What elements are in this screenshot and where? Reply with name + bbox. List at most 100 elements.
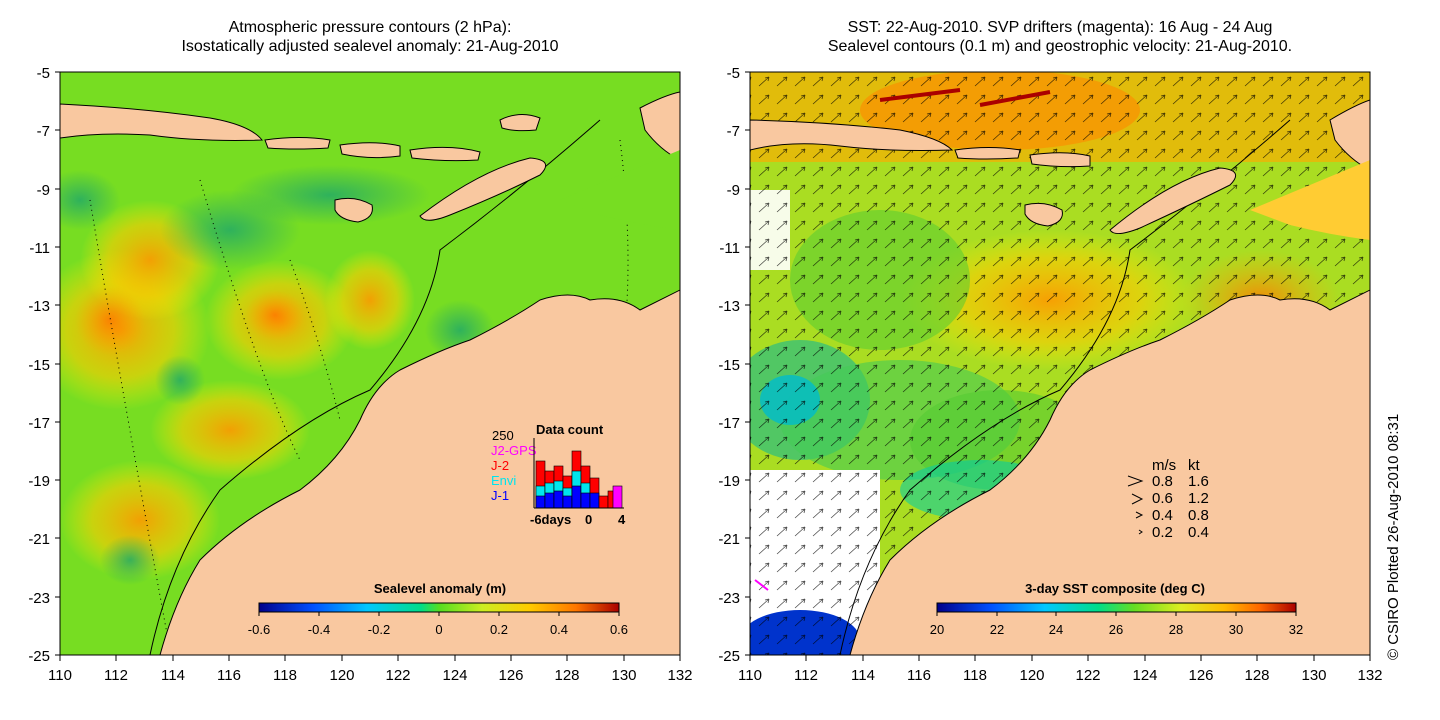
arrow-0-6-icon — [1131, 493, 1144, 505]
velocity-scale-legend: m/s kt 0.8 1.6 0.6 1.2 0.4 0.8 0.2 0.4 — [1127, 457, 1209, 541]
left-lon-tick: 124 — [442, 667, 467, 684]
speed-ms: 0.4 — [1152, 507, 1173, 524]
left-lat-tick: -9 — [37, 182, 50, 199]
left-title-line1: Atmospheric pressure contours (2 hPa): — [228, 19, 512, 36]
right-lat-axis: -5 -7 -9 -11 -13 -15 -17 -19 -21 -23 -25 — [718, 65, 750, 665]
speed-ms: 0.8 — [1152, 473, 1173, 490]
speed-ms: 0.2 — [1152, 524, 1173, 541]
left-lon-tick: 110 — [48, 667, 72, 684]
indonesia-islands — [60, 91, 680, 223]
right-lat-tick: -19 — [718, 473, 740, 490]
left-lat-tick: -21 — [28, 531, 50, 548]
right-lon-tick: 112 — [794, 667, 818, 684]
legend-j-2: J-2 — [491, 458, 509, 473]
arrow-0-4-icon — [1135, 511, 1144, 519]
right-lat-tick: -25 — [718, 648, 740, 665]
right-lon-axis: 110 112 114 116 118 120 122 124 126 128 … — [738, 655, 1383, 684]
arrow-0-8-icon — [1127, 475, 1144, 487]
sea-level-colorbar-tick: 0.4 — [550, 622, 568, 637]
sea-level-colorbar-tick: -0.4 — [308, 622, 330, 637]
left-map-plot — [60, 72, 680, 655]
speed-kt: 1.2 — [1188, 490, 1209, 507]
speed-header-kt: kt — [1188, 457, 1201, 474]
right-lon-tick: 122 — [1075, 667, 1100, 684]
indonesia-islands-right — [750, 99, 1370, 234]
left-lon-tick: 130 — [611, 667, 636, 684]
left-lat-tick: -11 — [29, 240, 50, 257]
right-lon-tick: 118 — [963, 667, 987, 684]
right-lon-tick: 128 — [1244, 667, 1269, 684]
right-lon-tick: 126 — [1188, 667, 1213, 684]
left-lon-tick: 122 — [385, 667, 410, 684]
left-lon-tick: 120 — [329, 667, 354, 684]
left-map-title: Atmospheric pressure contours (2 hPa): I… — [60, 18, 680, 56]
copyright-notice: © CSIRO Plotted 26-Aug-2010 08:31 — [1385, 413, 1402, 660]
left-lat-tick: -23 — [28, 590, 50, 607]
sea-level-colorbar: Sealevel anomaly (m) -0.6 -0.4 -0.2 0 0.… — [248, 581, 628, 637]
sst-colorbar-tick: 28 — [1169, 622, 1183, 637]
sea-level-colorbar-tick: 0.2 — [490, 622, 508, 637]
left-lon-tick: 118 — [273, 667, 297, 684]
sst-colorbar-tick: 30 — [1229, 622, 1243, 637]
speed-header-ms: m/s — [1152, 457, 1176, 474]
legend-j2-gps: J2-GPS — [491, 443, 537, 458]
right-lon-tick: 124 — [1132, 667, 1157, 684]
right-lat-tick: -13 — [718, 298, 740, 315]
sst-colorbar-tick: 20 — [930, 622, 944, 637]
speed-kt: 0.8 — [1188, 507, 1209, 524]
right-lat-tick: -9 — [727, 182, 740, 199]
sea-level-colorbar-label: Sealevel anomaly (m) — [374, 581, 506, 596]
right-lat-tick: -7 — [727, 123, 740, 140]
sst-colorbar-tick: 24 — [1049, 622, 1063, 637]
right-lat-tick: -15 — [718, 357, 740, 374]
right-map-title: SST: 22-Aug-2010. SVP drifters (magenta)… — [750, 18, 1370, 56]
left-title-line2: Isostatically adjusted sealevel anomaly:… — [181, 38, 559, 55]
left-lon-tick: 112 — [104, 667, 128, 684]
data-count-xtick: -6days — [530, 512, 571, 527]
left-lat-tick: -25 — [28, 648, 50, 665]
right-lat-tick: -5 — [727, 65, 740, 82]
right-lon-tick: 120 — [1019, 667, 1044, 684]
right-map-plot — [750, 72, 1370, 655]
speed-ms: 0.6 — [1152, 490, 1173, 507]
right-lat-tick: -11 — [719, 240, 740, 257]
left-lat-tick: -17 — [28, 415, 50, 432]
data-count-ymax: 250 — [492, 428, 514, 443]
right-title-line1: SST: 22-Aug-2010. SVP drifters (magenta)… — [847, 19, 1273, 36]
left-lon-tick: 128 — [554, 667, 579, 684]
legend-j-1: J-1 — [491, 488, 509, 503]
australia-landmass — [159, 289, 680, 655]
right-lon-tick: 110 — [738, 667, 762, 684]
data-count-xtick: 4 — [618, 512, 626, 527]
data-count-xtick: 0 — [585, 512, 592, 527]
right-lon-tick: 130 — [1301, 667, 1326, 684]
left-lon-tick: 126 — [498, 667, 523, 684]
left-lat-tick: -5 — [37, 65, 50, 82]
data-count-inset: Data count 250 J2-GPS J-2 Envi J-1 — [491, 422, 626, 527]
left-lat-axis: -5 -7 -9 -11 -13 -15 -17 -19 -21 -23 -25 — [28, 65, 60, 665]
left-lon-tick: 132 — [667, 667, 692, 684]
right-lon-tick: 132 — [1357, 667, 1382, 684]
legend-envi: Envi — [491, 473, 516, 488]
sea-level-colorbar-tick: 0.6 — [610, 622, 628, 637]
sea-level-colorbar-tick: -0.2 — [368, 622, 390, 637]
left-lat-tick: -15 — [28, 357, 50, 374]
right-title-line2: Sealevel contours (0.1 m) and geostrophi… — [827, 38, 1293, 55]
sst-colorbar: 3-day SST composite (deg C) 20 22 24 26 … — [930, 581, 1303, 637]
arrow-0-2-icon — [1138, 529, 1143, 535]
sst-colorbar-tick: 22 — [990, 622, 1004, 637]
right-lon-tick: 114 — [851, 667, 875, 684]
sea-level-colorbar-tick: 0 — [435, 622, 442, 637]
speed-kt: 1.6 — [1188, 473, 1209, 490]
speed-kt: 0.4 — [1188, 524, 1209, 541]
left-lat-tick: -13 — [28, 298, 50, 315]
data-count-title: Data count — [536, 422, 604, 437]
right-lat-tick: -23 — [718, 590, 740, 607]
left-lon-tick: 114 — [161, 667, 185, 684]
australia-landmass-right — [849, 289, 1370, 655]
right-lat-tick: -17 — [718, 415, 740, 432]
right-lat-tick: -21 — [718, 531, 740, 548]
left-lat-tick: -7 — [37, 123, 50, 140]
sst-colorbar-label: 3-day SST composite (deg C) — [1025, 581, 1205, 596]
